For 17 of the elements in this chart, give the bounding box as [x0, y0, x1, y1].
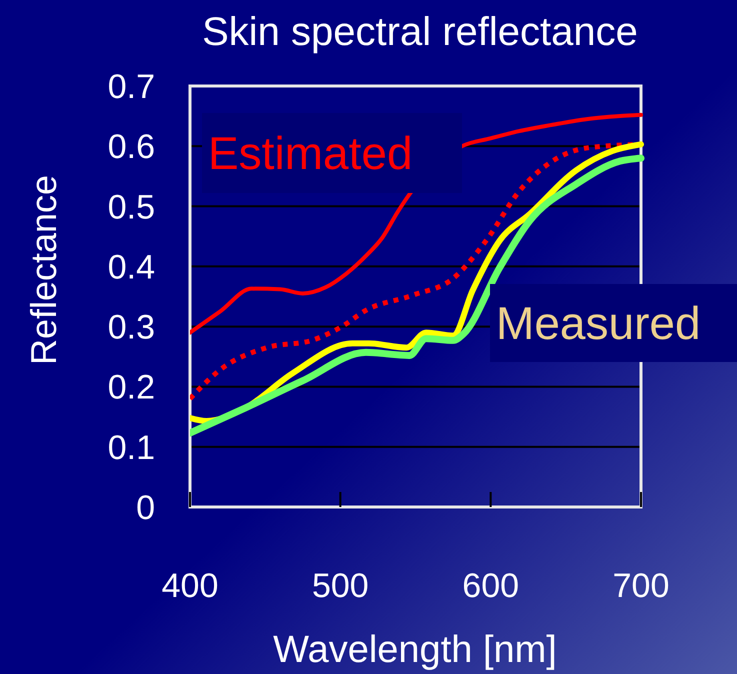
y-tick-label: 0.6 [108, 128, 155, 166]
y-tick-label: 0.7 [108, 68, 155, 106]
x-tick-label: 500 [312, 567, 369, 605]
x-axis-title: Wavelength [nm] [273, 629, 557, 671]
y-axis-title: Reflectance [23, 174, 64, 366]
y-tick-label: 0.5 [108, 188, 155, 226]
annotation: Estimated [208, 127, 413, 179]
y-tick-label: 0.3 [108, 308, 155, 347]
y-tick-label: 0.1 [108, 428, 155, 467]
x-tick-label: 400 [162, 567, 218, 605]
y-tick-label: 0 [136, 489, 155, 527]
x-tick-label: 700 [612, 567, 670, 605]
x-tick-label: 600 [462, 567, 520, 605]
y-tick-label: 0.2 [108, 368, 155, 407]
annotation: Measured [496, 297, 701, 349]
y-tick-label: 0.4 [108, 248, 155, 286]
chart-title: Skin spectral reflectance [202, 10, 638, 54]
